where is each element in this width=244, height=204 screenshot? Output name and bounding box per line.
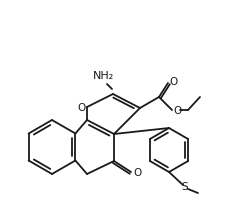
Text: O: O bbox=[170, 77, 178, 87]
Text: S: S bbox=[182, 182, 188, 192]
Text: NH₂: NH₂ bbox=[93, 71, 115, 81]
Text: O: O bbox=[173, 106, 181, 116]
Text: O: O bbox=[134, 168, 142, 178]
Text: O: O bbox=[78, 103, 86, 113]
